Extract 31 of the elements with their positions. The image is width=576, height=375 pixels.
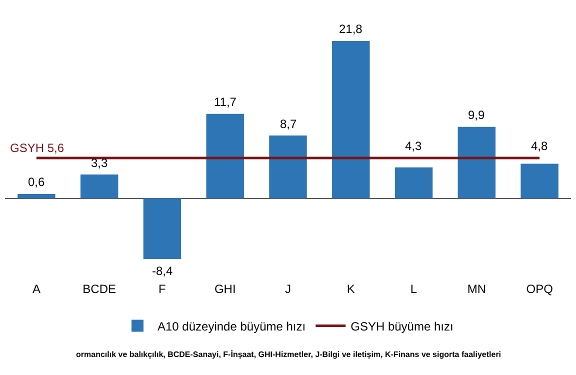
legend-label: A10 düzeyinde büyüme hızı bbox=[158, 319, 306, 334]
x-tick-label: GHI bbox=[214, 282, 236, 296]
bar bbox=[332, 41, 370, 198]
bar bbox=[143, 198, 182, 259]
bar bbox=[458, 126, 496, 198]
x-tick-label: L bbox=[410, 282, 418, 296]
data-label: 21,8 bbox=[339, 22, 363, 36]
x-tick-label: F bbox=[158, 282, 166, 296]
data-label: -8,4 bbox=[152, 264, 174, 278]
x-tick-label: OPQ bbox=[526, 282, 553, 296]
bar bbox=[520, 164, 558, 198]
data-label: 9,9 bbox=[468, 108, 486, 122]
data-label: 8,7 bbox=[280, 117, 298, 131]
x-tick-label: MN bbox=[467, 282, 486, 296]
text: ormancılık ve balıkçılık, BCDE-Sanayi, F-İnşaat, GHI-Hizmetler, J-Bilgi ve iletişim, K-Finans ve sigorta faaliyetleri bbox=[76, 350, 502, 359]
bar bbox=[269, 136, 307, 198]
bar bbox=[394, 167, 433, 198]
annotation: GSYH 5,6 bbox=[10, 141, 64, 155]
bar bbox=[18, 194, 56, 198]
bar bbox=[206, 114, 244, 198]
data-label: 4,3 bbox=[405, 139, 422, 153]
data-label: 3,3 bbox=[91, 156, 108, 170]
x-tick-label: BCDE bbox=[82, 282, 116, 296]
bar bbox=[80, 174, 118, 198]
data-label: 11,7 bbox=[214, 95, 237, 109]
x-tick-label: A bbox=[32, 282, 40, 296]
data-label: 0,6 bbox=[28, 175, 46, 189]
legend-label: GSYH büyüme hızı bbox=[350, 319, 454, 334]
x-tick-label: J bbox=[285, 282, 291, 296]
data-label: 4,8 bbox=[531, 139, 548, 153]
x-tick-label: K bbox=[346, 282, 355, 296]
